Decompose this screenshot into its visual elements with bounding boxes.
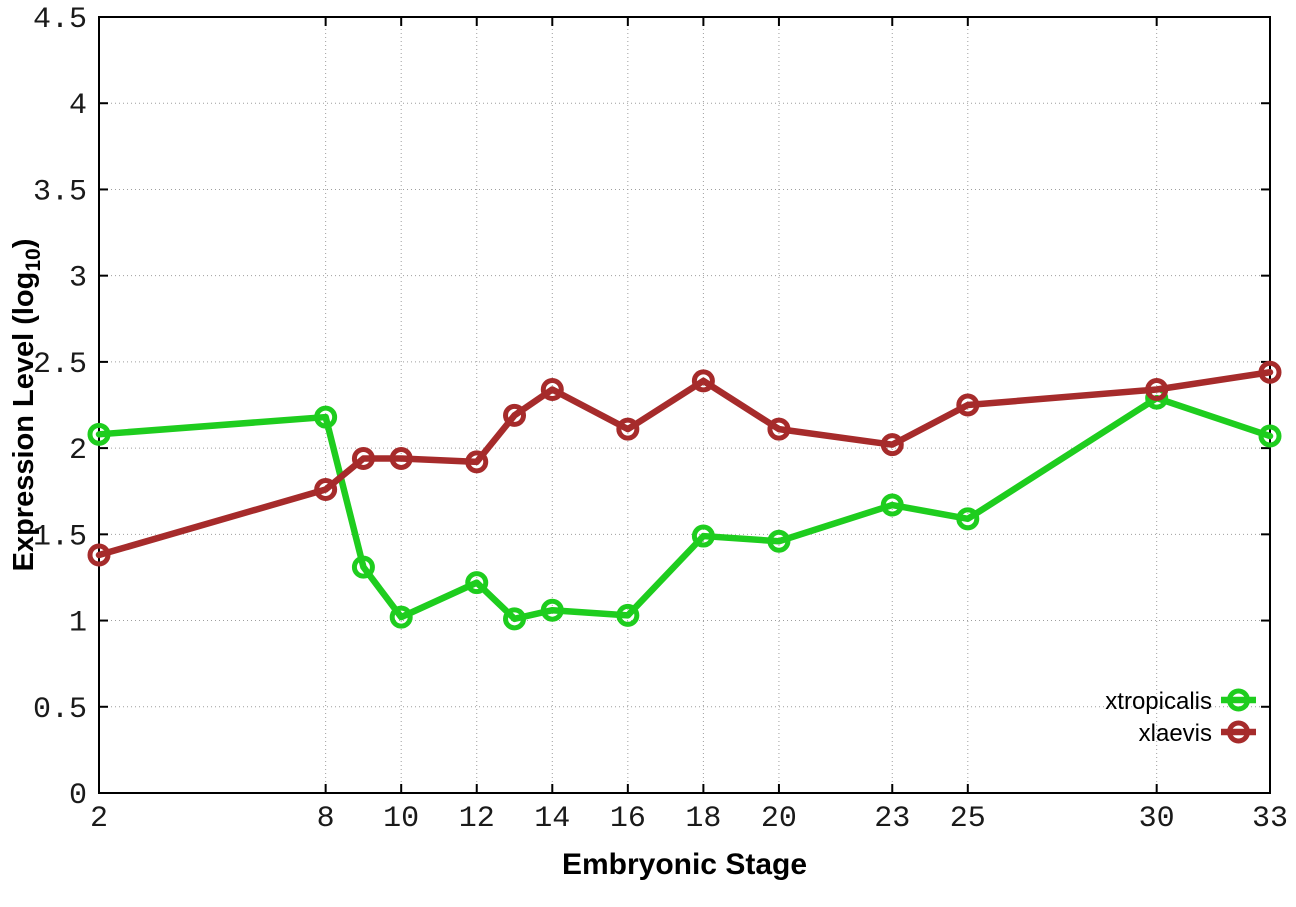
x-tick-label: 30 [1139,802,1175,836]
series-marker-xlaevis [1258,360,1282,384]
series-line-xlaevis [95,368,1274,559]
y-tick-label: 3 [69,262,87,296]
legend-label-xlaevis: xlaevis [1139,720,1212,747]
y-tick-label: 2 [69,434,87,468]
legend-label-xtropicalis: xtropicalis [1105,688,1212,715]
series-marker-xlaevis [880,433,904,457]
series-marker-xlaevis [465,450,489,474]
series-marker-xtropicalis [503,607,527,631]
series-marker-xlaevis [87,543,111,567]
series-marker-xlaevis [351,446,375,470]
x-tick-label: 12 [459,802,495,836]
x-tick-label: 14 [534,802,570,836]
x-tick-label: 25 [950,802,986,836]
series-marker-xtropicalis [616,603,640,627]
x-tick-label: 23 [874,802,910,836]
y-axis-title: Expression Level (log10) [8,15,52,795]
series-marker-xtropicalis [389,605,413,629]
series-marker-xtropicalis [1258,424,1282,448]
y-axis-title-suffix: ) [8,238,40,249]
y-tick-label: 1 [69,607,87,641]
y-tick-label: 0 [69,779,87,813]
series-marker-xtropicalis [691,524,715,548]
series-marker-xtropicalis [767,529,791,553]
series-marker-xlaevis [540,377,564,401]
series-marker-xtropicalis [465,571,489,595]
x-tick-label: 8 [317,802,335,836]
x-tick-label: 18 [685,802,721,836]
series-marker-xtropicalis [880,493,904,517]
series-marker-xlaevis [389,446,413,470]
series-marker-xtropicalis [540,598,564,622]
series-marker-xlaevis [691,369,715,393]
x-tick-label: 33 [1252,802,1288,836]
y-tick-label: 4 [69,89,87,123]
series-marker-xtropicalis [314,405,338,429]
legend-marker-sample-xtropicalis [1227,688,1250,712]
y-axis-title-text: Expression Level (log [8,271,40,572]
legend-marker-sample-xlaevis [1227,720,1250,744]
series-marker-xlaevis [1145,377,1169,401]
series-marker-xlaevis [314,477,338,501]
plot-border [98,16,1271,794]
series-marker-xtropicalis [87,422,111,446]
series-marker-xlaevis [767,417,791,441]
x-axis-title: Embryonic Stage [561,848,808,881]
series-line-xtropicalis [95,394,1274,623]
x-tick-label: 16 [610,802,646,836]
series-marker-xtropicalis [351,555,375,579]
y-tick-label: 0.5 [33,693,87,727]
x-tick-label: 20 [761,802,797,836]
series-marker-xlaevis [956,393,980,417]
series-marker-xlaevis [503,403,527,427]
y-tick-label: 3.5 [33,175,87,209]
y-tick-label: 2.5 [33,348,87,382]
y-tick-label: 1.5 [33,520,87,554]
x-tick-label: 10 [383,802,419,836]
series-marker-xlaevis [616,417,640,441]
y-tick-label: 4.5 [33,3,87,37]
series-marker-xtropicalis [956,507,980,531]
y-axis-title-subscript: 10 [21,248,45,272]
x-tick-label: 2 [90,802,108,836]
